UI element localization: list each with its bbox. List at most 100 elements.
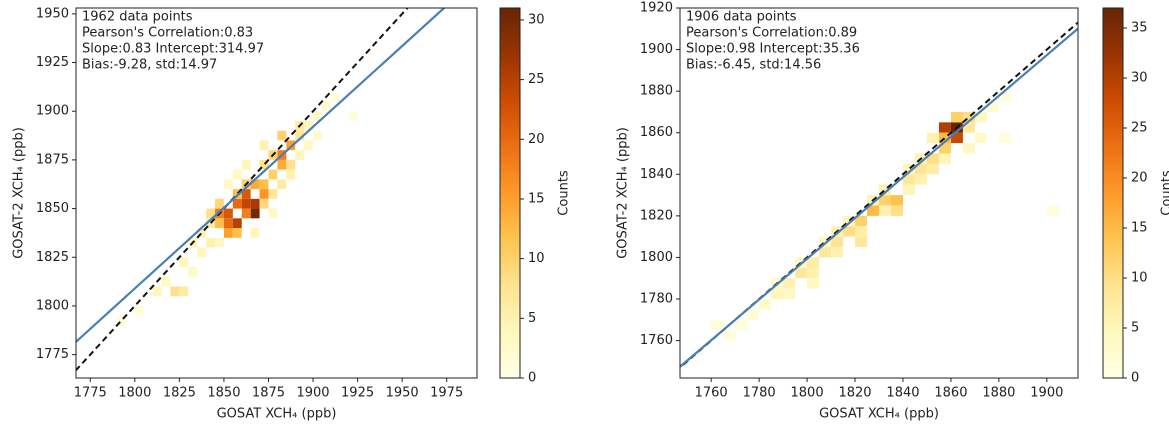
x-tick-label: 1850 [207,386,240,401]
x-axis-label: GOSAT XCH₄ (ppb) [217,407,337,422]
colorbar-label: Counts [557,170,572,216]
colorbar-tick-label: 10 [1131,271,1148,286]
annotation: Bias:-9.28, std:14.97 [82,58,217,73]
histogram-cell [232,198,242,209]
y-tick-label: 1820 [640,208,673,223]
histogram-cell [795,267,808,279]
y-tick-label: 1875 [36,152,69,167]
x-axis-label: GOSAT XCH₄ (ppb) [819,407,939,422]
histogram-cell [819,236,832,248]
identity-line [76,8,409,372]
y-tick-label: 1800 [36,298,69,313]
histogram-cell [179,257,189,267]
histogram-cell [938,143,951,154]
histogram-cell [295,130,305,141]
y-tick-label: 1880 [640,84,673,99]
histogram-cell [771,288,784,300]
y-tick-label: 1860 [640,125,673,140]
histogram-cell [277,130,287,141]
plot-area [76,8,446,372]
histogram-cell [855,226,868,237]
histogram-cell [259,159,269,170]
histogram-cell [962,111,975,123]
histogram-cell [295,150,305,160]
y-tick-label: 1900 [640,42,673,57]
histogram-cell [259,198,269,209]
histogram-cell [855,215,868,227]
histogram-cell [304,140,314,151]
histogram-cell [223,218,233,229]
histogram-cell [223,179,233,190]
histogram-cell [134,305,144,316]
x-tick-label: 1900 [1030,386,1063,401]
histogram-cell [232,228,242,238]
histogram-cell [206,208,216,219]
histogram-cell [807,278,820,289]
histogram-cell [831,247,844,258]
histogram-cell [286,140,296,151]
histogram-cell [879,195,891,206]
histogram-cell [890,195,903,206]
histogram-cell [902,184,915,196]
annotation: Pearson's Correlation:0.89 [686,26,857,41]
annotation: Pearson's Correlation:0.83 [82,26,253,41]
annotation: Slope:0.98 Intercept:35.36 [686,42,860,57]
histogram-cell [277,179,287,190]
histogram-cell [1046,205,1059,216]
colorbar-tick-label: 30 [1131,71,1148,86]
histogram-cell [232,189,242,199]
y-tick-label: 1825 [36,250,69,265]
colorbar-tick-label: 10 [528,251,545,266]
histogram-cell [241,159,251,170]
colorbar-tick-label: 20 [528,132,545,147]
x-tick-label: 1880 [982,386,1015,401]
y-tick-label: 1920 [640,1,673,16]
histogram-cell [747,309,760,320]
histogram-cell [250,179,260,190]
x-tick-label: 1975 [430,386,463,401]
colorbar-tick-label: 25 [1131,121,1148,136]
histogram-cell [831,236,844,248]
y-tick-label: 1950 [36,6,69,21]
histogram-cell [867,205,879,216]
axes-frame [75,7,478,379]
histogram-cell [197,247,207,258]
colorbar-tick-label: 5 [1131,321,1139,336]
x-tick-label: 1775 [74,386,107,401]
annotation: 1962 data points [82,10,193,25]
histogram-cell [879,205,891,216]
x-tick-label: 1840 [886,386,919,401]
histogram-cell [902,174,915,185]
histogram-cell [268,189,278,199]
histogram-cell [268,208,278,219]
histogram-cell [843,215,856,227]
x-tick-label: 1800 [791,386,824,401]
histogram-cell [206,218,216,229]
histogram-cell [723,330,736,341]
histogram-cell [232,169,242,180]
histogram-cell [259,179,269,190]
histogram-cell [938,132,951,144]
histogram-cell [259,189,269,199]
colorbar-tick-label: 35 [1131,21,1148,36]
y-tick-label: 1850 [36,201,69,216]
histogram-cell [250,208,260,219]
y-axis-label: GOSAT-2 XCH₄ (ppb) [12,127,27,259]
histogram-cell [170,286,180,297]
colorbar-tick-label: 25 [528,72,545,87]
annotation: Bias:-6.45, std:14.56 [686,58,821,73]
histogram-cell [962,122,975,133]
y-tick-label: 1780 [640,292,673,307]
histogram-cell [232,218,242,229]
x-tick-label: 1900 [296,386,329,401]
y-tick-label: 1800 [640,250,673,265]
histogram-cell [179,286,189,297]
x-tick-label: 1825 [163,386,196,401]
y-tick-label: 1775 [36,347,69,362]
x-tick-label: 1780 [743,386,776,401]
x-tick-label: 1800 [118,386,151,401]
histogram-cell [938,153,951,164]
y-tick-label: 1900 [36,104,69,119]
colorbar-tick-label: 15 [1131,221,1148,236]
